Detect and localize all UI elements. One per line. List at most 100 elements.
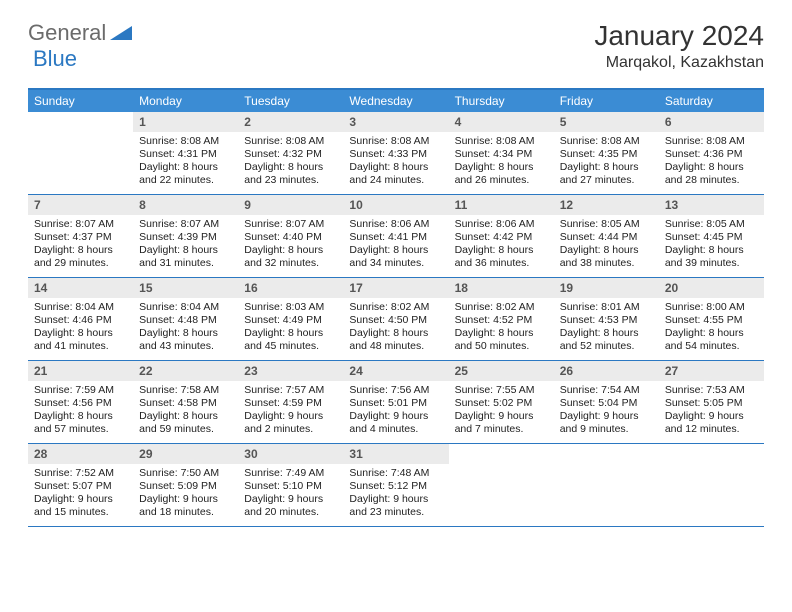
- sunrise-text: Sunrise: 8:08 AM: [349, 135, 442, 148]
- day-cell: 16Sunrise: 8:03 AMSunset: 4:49 PMDayligh…: [238, 278, 343, 360]
- daylight-text: Daylight: 8 hours and 22 minutes.: [139, 161, 232, 187]
- day-cell: 22Sunrise: 7:58 AMSunset: 4:58 PMDayligh…: [133, 361, 238, 443]
- day-number: 29: [133, 444, 238, 464]
- sunset-text: Sunset: 5:12 PM: [349, 480, 442, 493]
- sunset-text: Sunset: 5:04 PM: [560, 397, 653, 410]
- sunrise-text: Sunrise: 8:05 AM: [560, 218, 653, 231]
- day-details: Sunrise: 7:49 AMSunset: 5:10 PMDaylight:…: [238, 464, 343, 526]
- sunrise-text: Sunrise: 7:57 AM: [244, 384, 337, 397]
- logo-word-1: General: [28, 20, 106, 46]
- day-details: Sunrise: 8:06 AMSunset: 4:42 PMDaylight:…: [449, 215, 554, 277]
- sunrise-text: Sunrise: 7:50 AM: [139, 467, 232, 480]
- day-details: Sunrise: 8:07 AMSunset: 4:37 PMDaylight:…: [28, 215, 133, 277]
- day-number: [554, 444, 659, 450]
- day-cell: 4Sunrise: 8:08 AMSunset: 4:34 PMDaylight…: [449, 112, 554, 194]
- sunset-text: Sunset: 5:02 PM: [455, 397, 548, 410]
- daylight-text: Daylight: 8 hours and 32 minutes.: [244, 244, 337, 270]
- daylight-text: Daylight: 8 hours and 38 minutes.: [560, 244, 653, 270]
- day-cell: 6Sunrise: 8:08 AMSunset: 4:36 PMDaylight…: [659, 112, 764, 194]
- day-number: 16: [238, 278, 343, 298]
- day-number: 22: [133, 361, 238, 381]
- day-cell: 28Sunrise: 7:52 AMSunset: 5:07 PMDayligh…: [28, 444, 133, 526]
- daylight-text: Daylight: 8 hours and 45 minutes.: [244, 327, 337, 353]
- sunrise-text: Sunrise: 8:08 AM: [455, 135, 548, 148]
- sunrise-text: Sunrise: 7:48 AM: [349, 467, 442, 480]
- week-row: 21Sunrise: 7:59 AMSunset: 4:56 PMDayligh…: [28, 361, 764, 444]
- sunset-text: Sunset: 4:49 PM: [244, 314, 337, 327]
- day-cell: [659, 444, 764, 526]
- day-number: 4: [449, 112, 554, 132]
- day-details: Sunrise: 8:02 AMSunset: 4:52 PMDaylight:…: [449, 298, 554, 360]
- daylight-text: Daylight: 9 hours and 20 minutes.: [244, 493, 337, 519]
- daylight-text: Daylight: 9 hours and 4 minutes.: [349, 410, 442, 436]
- day-number: 15: [133, 278, 238, 298]
- sunset-text: Sunset: 4:55 PM: [665, 314, 758, 327]
- day-details: Sunrise: 7:57 AMSunset: 4:59 PMDaylight:…: [238, 381, 343, 443]
- sunrise-text: Sunrise: 8:07 AM: [139, 218, 232, 231]
- day-details: Sunrise: 7:59 AMSunset: 4:56 PMDaylight:…: [28, 381, 133, 443]
- sunset-text: Sunset: 4:40 PM: [244, 231, 337, 244]
- sunset-text: Sunset: 5:10 PM: [244, 480, 337, 493]
- day-number: [449, 444, 554, 450]
- day-number: 11: [449, 195, 554, 215]
- day-number: 8: [133, 195, 238, 215]
- dow-fri: Friday: [554, 90, 659, 112]
- day-details: Sunrise: 8:03 AMSunset: 4:49 PMDaylight:…: [238, 298, 343, 360]
- day-number: 12: [554, 195, 659, 215]
- day-details: Sunrise: 8:05 AMSunset: 4:44 PMDaylight:…: [554, 215, 659, 277]
- day-cell: 11Sunrise: 8:06 AMSunset: 4:42 PMDayligh…: [449, 195, 554, 277]
- sunset-text: Sunset: 4:34 PM: [455, 148, 548, 161]
- week-row: 28Sunrise: 7:52 AMSunset: 5:07 PMDayligh…: [28, 444, 764, 527]
- day-cell: 21Sunrise: 7:59 AMSunset: 4:56 PMDayligh…: [28, 361, 133, 443]
- sunrise-text: Sunrise: 8:02 AM: [455, 301, 548, 314]
- day-details: Sunrise: 7:56 AMSunset: 5:01 PMDaylight:…: [343, 381, 448, 443]
- day-details: Sunrise: 7:54 AMSunset: 5:04 PMDaylight:…: [554, 381, 659, 443]
- daylight-text: Daylight: 8 hours and 52 minutes.: [560, 327, 653, 353]
- sunset-text: Sunset: 4:42 PM: [455, 231, 548, 244]
- daylight-text: Daylight: 8 hours and 36 minutes.: [455, 244, 548, 270]
- sunset-text: Sunset: 4:36 PM: [665, 148, 758, 161]
- day-number: 1: [133, 112, 238, 132]
- day-cell: 27Sunrise: 7:53 AMSunset: 5:05 PMDayligh…: [659, 361, 764, 443]
- day-cell: [28, 112, 133, 194]
- logo-word-2: Blue: [33, 46, 77, 71]
- day-number: 6: [659, 112, 764, 132]
- day-details: Sunrise: 8:05 AMSunset: 4:45 PMDaylight:…: [659, 215, 764, 277]
- header: General January 2024 Marqakol, Kazakhsta…: [0, 0, 792, 80]
- daylight-text: Daylight: 8 hours and 43 minutes.: [139, 327, 232, 353]
- day-number: 25: [449, 361, 554, 381]
- day-cell: 19Sunrise: 8:01 AMSunset: 4:53 PMDayligh…: [554, 278, 659, 360]
- sunrise-text: Sunrise: 7:53 AM: [665, 384, 758, 397]
- day-details: Sunrise: 8:07 AMSunset: 4:40 PMDaylight:…: [238, 215, 343, 277]
- sunrise-text: Sunrise: 7:56 AM: [349, 384, 442, 397]
- day-details: Sunrise: 7:55 AMSunset: 5:02 PMDaylight:…: [449, 381, 554, 443]
- day-number: 2: [238, 112, 343, 132]
- day-details: Sunrise: 8:08 AMSunset: 4:31 PMDaylight:…: [133, 132, 238, 194]
- daylight-text: Daylight: 8 hours and 39 minutes.: [665, 244, 758, 270]
- day-cell: 23Sunrise: 7:57 AMSunset: 4:59 PMDayligh…: [238, 361, 343, 443]
- sunset-text: Sunset: 4:45 PM: [665, 231, 758, 244]
- sunset-text: Sunset: 5:09 PM: [139, 480, 232, 493]
- daylight-text: Daylight: 8 hours and 59 minutes.: [139, 410, 232, 436]
- sunset-text: Sunset: 4:37 PM: [34, 231, 127, 244]
- sunrise-text: Sunrise: 8:01 AM: [560, 301, 653, 314]
- sunset-text: Sunset: 4:32 PM: [244, 148, 337, 161]
- daylight-text: Daylight: 8 hours and 24 minutes.: [349, 161, 442, 187]
- title-block: January 2024 Marqakol, Kazakhstan: [594, 20, 764, 72]
- sunrise-text: Sunrise: 8:08 AM: [139, 135, 232, 148]
- daylight-text: Daylight: 9 hours and 9 minutes.: [560, 410, 653, 436]
- daylight-text: Daylight: 9 hours and 7 minutes.: [455, 410, 548, 436]
- day-number: 21: [28, 361, 133, 381]
- week-row: 1Sunrise: 8:08 AMSunset: 4:31 PMDaylight…: [28, 112, 764, 195]
- day-cell: [554, 444, 659, 526]
- sunset-text: Sunset: 5:01 PM: [349, 397, 442, 410]
- daylight-text: Daylight: 8 hours and 54 minutes.: [665, 327, 758, 353]
- day-number: 18: [449, 278, 554, 298]
- day-number: 26: [554, 361, 659, 381]
- day-of-week-row: Sunday Monday Tuesday Wednesday Thursday…: [28, 90, 764, 112]
- sunset-text: Sunset: 4:35 PM: [560, 148, 653, 161]
- sunrise-text: Sunrise: 8:07 AM: [34, 218, 127, 231]
- day-number: 27: [659, 361, 764, 381]
- dow-sun: Sunday: [28, 90, 133, 112]
- daylight-text: Daylight: 8 hours and 50 minutes.: [455, 327, 548, 353]
